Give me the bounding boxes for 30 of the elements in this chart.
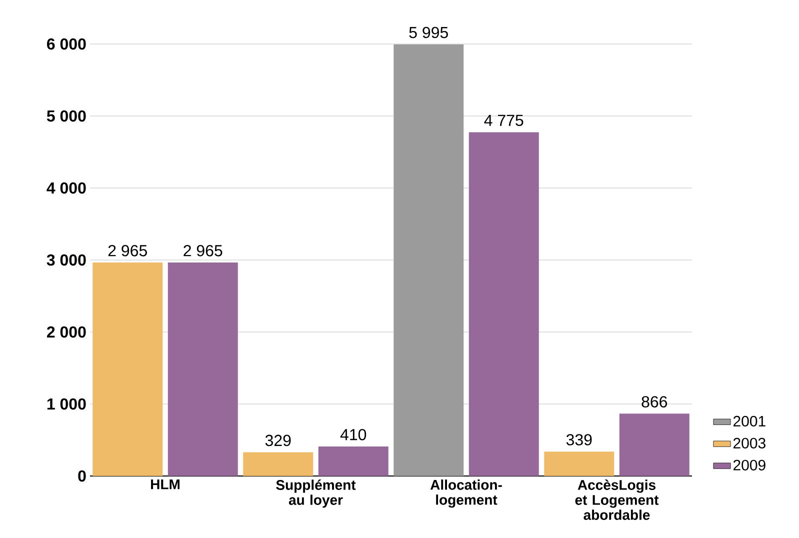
y-tick-label: 0 bbox=[78, 470, 86, 482]
bar bbox=[544, 452, 614, 476]
data-label: 329 bbox=[265, 434, 291, 446]
y-tick-label: 5 000 bbox=[46, 110, 86, 122]
y-tick-label: 2 000 bbox=[46, 326, 86, 338]
data-label: 866 bbox=[642, 396, 668, 408]
bar bbox=[468, 132, 539, 476]
data-label: 4 775 bbox=[484, 114, 524, 126]
y-tick-label: 1 000 bbox=[47, 398, 86, 410]
legend-label: 2009 bbox=[733, 460, 766, 470]
bar bbox=[318, 446, 388, 476]
bar bbox=[394, 44, 464, 476]
data-label: 2 965 bbox=[184, 244, 222, 256]
bar bbox=[243, 452, 314, 476]
x-tick-label: HLM bbox=[151, 480, 180, 490]
bar bbox=[619, 414, 690, 476]
y-tick-label: 6 000 bbox=[47, 38, 86, 50]
bar bbox=[168, 262, 238, 476]
x-tick-label: Supplément au loyer bbox=[276, 480, 356, 508]
data-label: 5 995 bbox=[409, 26, 448, 38]
data-label: 2 965 bbox=[108, 244, 147, 256]
bar bbox=[92, 262, 163, 476]
x-tick-label: AccèsLogis et Logement abordable bbox=[575, 480, 659, 520]
data-label: 339 bbox=[566, 434, 592, 446]
y-tick-label: 3 000 bbox=[46, 254, 86, 266]
y-tick-label: 4 000 bbox=[46, 182, 86, 194]
x-tick-label: Allocation-logement bbox=[430, 480, 502, 508]
legend-label: 2003 bbox=[733, 438, 766, 448]
data-label: 410 bbox=[340, 428, 366, 440]
legend-label: 2001 bbox=[733, 416, 766, 426]
